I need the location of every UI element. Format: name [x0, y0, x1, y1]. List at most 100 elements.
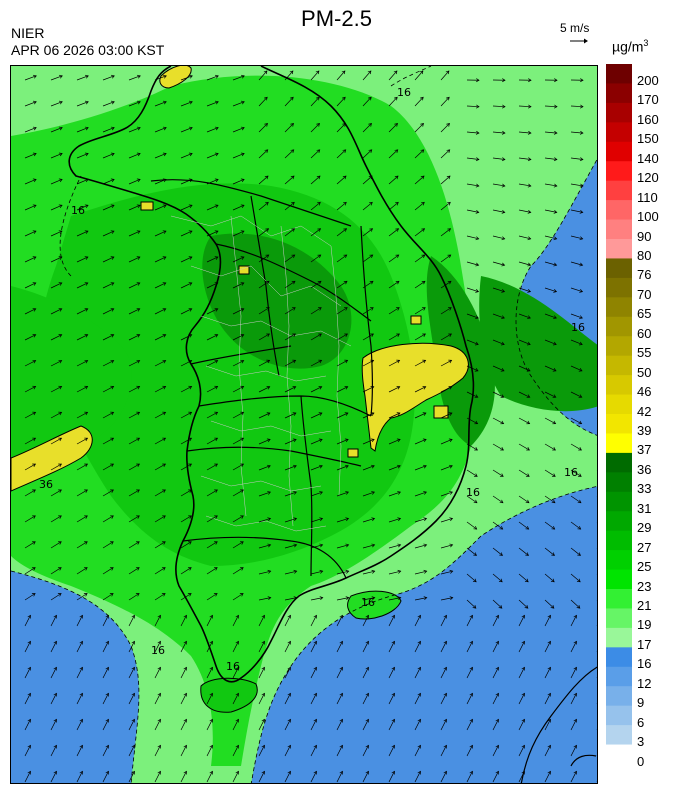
wind-arrow-head	[110, 178, 115, 183]
wind-arrow	[544, 157, 557, 160]
wind-arrow-head	[551, 473, 556, 477]
wind-arrow-head	[318, 333, 322, 337]
wind-arrow	[518, 615, 525, 627]
wind-arrow	[76, 541, 88, 549]
wind-arrow	[596, 288, 597, 289]
wind-arrow	[24, 101, 37, 107]
wind-arrow	[466, 105, 480, 108]
wind-arrow-head	[58, 152, 63, 157]
wind-arrow-head	[579, 262, 584, 267]
wind-arrow	[258, 597, 271, 601]
wind-arrow-head	[261, 718, 266, 723]
wind-arrow-head	[369, 280, 374, 285]
wind-arrow-head	[475, 157, 480, 162]
wind-arrow	[154, 204, 167, 211]
wind-arrow	[388, 123, 398, 133]
wind-arrow	[388, 667, 395, 679]
wind-arrow-head	[32, 515, 36, 519]
pm25-map[interactable]: 36 16 16 16 16 16 16 16 16	[10, 65, 598, 784]
wind-arrow-head	[136, 308, 141, 312]
wind-arrow	[570, 313, 583, 319]
wind-arrow-head	[521, 692, 526, 697]
wind-arrow-head	[110, 204, 115, 209]
wind-arrow	[440, 281, 452, 289]
wind-arrow-head	[136, 126, 141, 131]
wind-arrow	[544, 615, 551, 627]
wind-arrow-head	[188, 230, 193, 234]
wind-arrow-head	[316, 96, 320, 101]
wind-arrow-head	[110, 515, 114, 519]
wind-arrow-head	[290, 175, 295, 180]
wind-arrow	[284, 202, 295, 211]
wind-arrow	[362, 570, 375, 575]
wind-arrow-head	[573, 744, 578, 749]
wind-arrow-head	[240, 100, 245, 105]
color-scale-label: 31	[637, 500, 652, 516]
wind-arrow	[310, 693, 317, 705]
wind-arrow-head	[266, 333, 270, 337]
wind-arrow-head	[84, 230, 89, 234]
wind-arrow-head	[32, 463, 37, 468]
wind-arrow	[310, 544, 323, 549]
wind-arrow	[180, 745, 187, 757]
wind-arrow-head	[527, 209, 532, 214]
wind-arrow	[492, 547, 503, 556]
wind-arrow	[128, 541, 140, 549]
wind-arrow-head	[79, 718, 84, 723]
wind-arrow-head	[367, 70, 372, 75]
wind-arrow-head	[369, 307, 374, 311]
wind-arrow	[492, 417, 504, 424]
wind-arrow	[518, 209, 531, 213]
wind-arrow-head	[136, 541, 140, 545]
wind-arrow-head	[287, 614, 292, 619]
wind-arrow-head	[345, 596, 350, 601]
wind-arrow-head	[183, 692, 188, 697]
wind-arrow-head	[157, 770, 162, 775]
wind-arrow	[76, 334, 88, 341]
wind-arrow-head	[58, 385, 63, 390]
wind-arrow-head	[422, 412, 427, 416]
wind-arrow-head	[498, 604, 503, 609]
wind-arrow-head	[577, 499, 582, 504]
wind-arrow	[154, 567, 166, 575]
wind-arrow	[258, 228, 269, 237]
wind-arrow	[258, 333, 270, 341]
wind-arrow	[310, 386, 322, 393]
wind-arrow-head	[394, 175, 399, 180]
wind-arrow	[414, 228, 425, 237]
wind-arrow-head	[214, 282, 219, 286]
wind-arrow	[570, 365, 583, 372]
wind-arrow	[50, 641, 57, 653]
contour-label: 16	[397, 86, 411, 99]
wind-arrow	[466, 261, 479, 266]
wind-arrow	[596, 522, 597, 523]
wind-arrow-head	[474, 420, 479, 425]
wind-arrow	[284, 386, 296, 393]
wind-arrow-head	[109, 593, 114, 597]
wind-arrow-head	[235, 770, 240, 775]
wind-arrow	[24, 437, 36, 445]
wind-arrow	[414, 465, 427, 471]
color-scale-swatch	[606, 589, 632, 609]
wind-arrow	[24, 771, 31, 783]
wind-arrow-head	[553, 315, 557, 320]
wind-arrow	[102, 411, 114, 419]
wind-arrow-head	[521, 718, 526, 723]
wind-arrow	[336, 96, 346, 107]
wind-arrow	[206, 308, 218, 315]
wind-arrow	[414, 333, 426, 341]
wind-arrow-head	[162, 334, 167, 338]
wind-arrow	[284, 491, 297, 497]
wind-arrow	[180, 515, 192, 523]
wind-arrow-head	[448, 386, 453, 390]
wind-arrow-head	[474, 368, 479, 372]
wind-arrow-head	[188, 489, 192, 493]
wind-arrow-head	[527, 289, 532, 293]
wind-arrow-head	[578, 368, 583, 372]
color-scale-swatch	[606, 219, 632, 240]
wind-arrow-head	[553, 157, 558, 162]
wind-arrow-head	[501, 157, 506, 162]
wind-arrow-head	[215, 74, 219, 79]
wind-arrow	[492, 615, 499, 627]
wind-arrow	[284, 228, 295, 237]
